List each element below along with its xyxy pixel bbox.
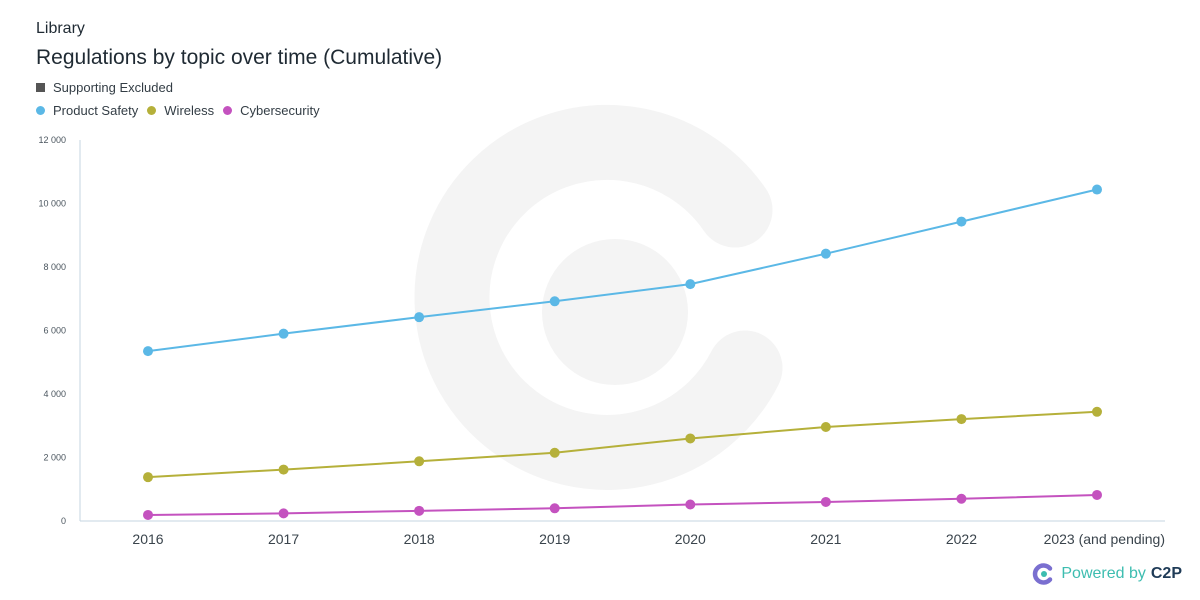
legend-label-cybersecurity: Cybersecurity [240,103,320,118]
x-axis-ticks: 2016 2017 2018 2019 2020 2021 2022 2023 (and pe… [132,531,1165,547]
powered-by-text: Powered by [1061,565,1146,582]
y-tick-label: 6 000 [43,326,66,336]
series-line-wireless [147,410,1098,479]
data-point-product-safety[interactable] [956,216,967,227]
product-safety-dot-icon [36,106,45,115]
data-point-cybersecurity[interactable] [1092,489,1102,500]
data-point-wireless[interactable] [956,414,967,425]
legend-label-product-safety: Product Safety [53,103,139,118]
data-point-cybersecurity[interactable] [143,509,153,520]
series-layer [143,184,1102,520]
x-tick-label: 2019 [539,531,570,547]
x-tick-label: 2023 (and pending) [1044,531,1165,547]
data-point-product-safety[interactable] [278,328,289,339]
chart-title: Regulations by topic over time (Cumulati… [36,46,443,69]
series-line-product-safety [147,188,1098,353]
data-point-cybersecurity[interactable] [278,508,289,519]
legend-item-cybersecurity[interactable]: Cybersecurity [223,103,320,118]
supporting-excluded-toggle[interactable]: Supporting Excluded [36,80,173,95]
legend-label-wireless: Wireless [164,103,215,118]
c2p-logo-icon [1033,563,1053,585]
data-point-wireless[interactable] [414,456,425,467]
section-label: Library [36,20,85,37]
x-tick-label: 2016 [132,531,163,547]
data-point-product-safety[interactable] [1092,184,1102,195]
y-tick-label: 4 000 [43,389,66,399]
y-tick-label: 0 [61,516,66,526]
y-tick-label: 12 000 [38,135,66,145]
legend-toggle-row: Supporting Excluded [36,80,182,95]
data-point-wireless[interactable] [1092,406,1102,417]
data-point-product-safety[interactable] [685,279,696,290]
x-tick-label: 2022 [946,531,977,547]
data-point-wireless[interactable] [820,422,831,433]
data-point-cybersecurity[interactable] [414,505,425,516]
data-point-wireless[interactable] [278,464,289,475]
x-tick-label: 2020 [675,531,706,547]
powered-by-badge[interactable]: Powered by C2P [1032,562,1182,586]
data-point-cybersecurity[interactable] [549,503,560,514]
supporting-excluded-label: Supporting Excluded [53,80,173,95]
y-tick-label: 2 000 [43,453,66,463]
series-line-cybersecurity [147,493,1098,516]
x-tick-label: 2017 [268,531,299,547]
y-axis-ticks: 0 2 000 4 000 6 000 8 000 10 000 12 000 [38,135,66,526]
y-tick-label: 8 000 [43,262,66,272]
cybersecurity-dot-icon [223,106,233,115]
brand-name: C2P [1150,565,1182,582]
x-tick-label: 2021 [810,531,841,547]
data-point-wireless[interactable] [143,472,153,483]
square-icon [36,83,45,92]
data-point-product-safety[interactable] [143,346,153,357]
wireless-dot-icon [147,106,157,115]
legend-item-wireless[interactable]: Wireless [147,103,214,118]
data-point-product-safety[interactable] [549,296,560,307]
data-point-cybersecurity[interactable] [820,496,831,507]
data-point-wireless[interactable] [549,447,560,458]
legend-item-product-safety[interactable]: Product Safety [36,103,138,118]
watermark-logo-icon [414,104,783,490]
x-tick-label: 2018 [404,531,435,547]
legend: Product Safety Wireless Cybersecurity [36,103,329,118]
data-point-wireless[interactable] [685,433,696,444]
y-tick-label: 10 000 [38,199,66,209]
data-point-cybersecurity[interactable] [685,499,696,510]
data-point-cybersecurity[interactable] [956,493,967,504]
data-point-product-safety[interactable] [414,312,425,323]
data-point-product-safety[interactable] [820,248,831,259]
